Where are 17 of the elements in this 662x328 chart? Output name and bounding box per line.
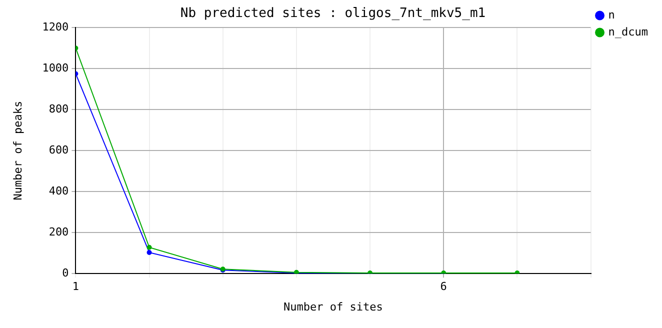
y-tick-label: 1000 (42, 61, 69, 74)
y-tick-label: 800 (48, 102, 69, 116)
legend-label: n (608, 8, 615, 22)
y-tick-label: 600 (48, 143, 69, 156)
point (146, 250, 152, 255)
y-tick-label: 1200 (42, 20, 69, 34)
y-tick-label: 400 (48, 184, 69, 198)
chart-title: Nb predicted sites : oligos_7nt_mkv5_m1 (180, 6, 486, 22)
point (146, 244, 152, 250)
legend-label: n_dcum (608, 25, 648, 38)
x-tick-label: 6 (440, 280, 447, 294)
y-tick-label: 0 (62, 266, 69, 280)
x-tick-label: 1 (72, 280, 80, 294)
y-tick-label: 200 (48, 225, 69, 238)
x-axis-title: Number of sites (284, 300, 383, 314)
point (514, 270, 520, 274)
y-axis-title: Number of peaks (11, 100, 24, 200)
